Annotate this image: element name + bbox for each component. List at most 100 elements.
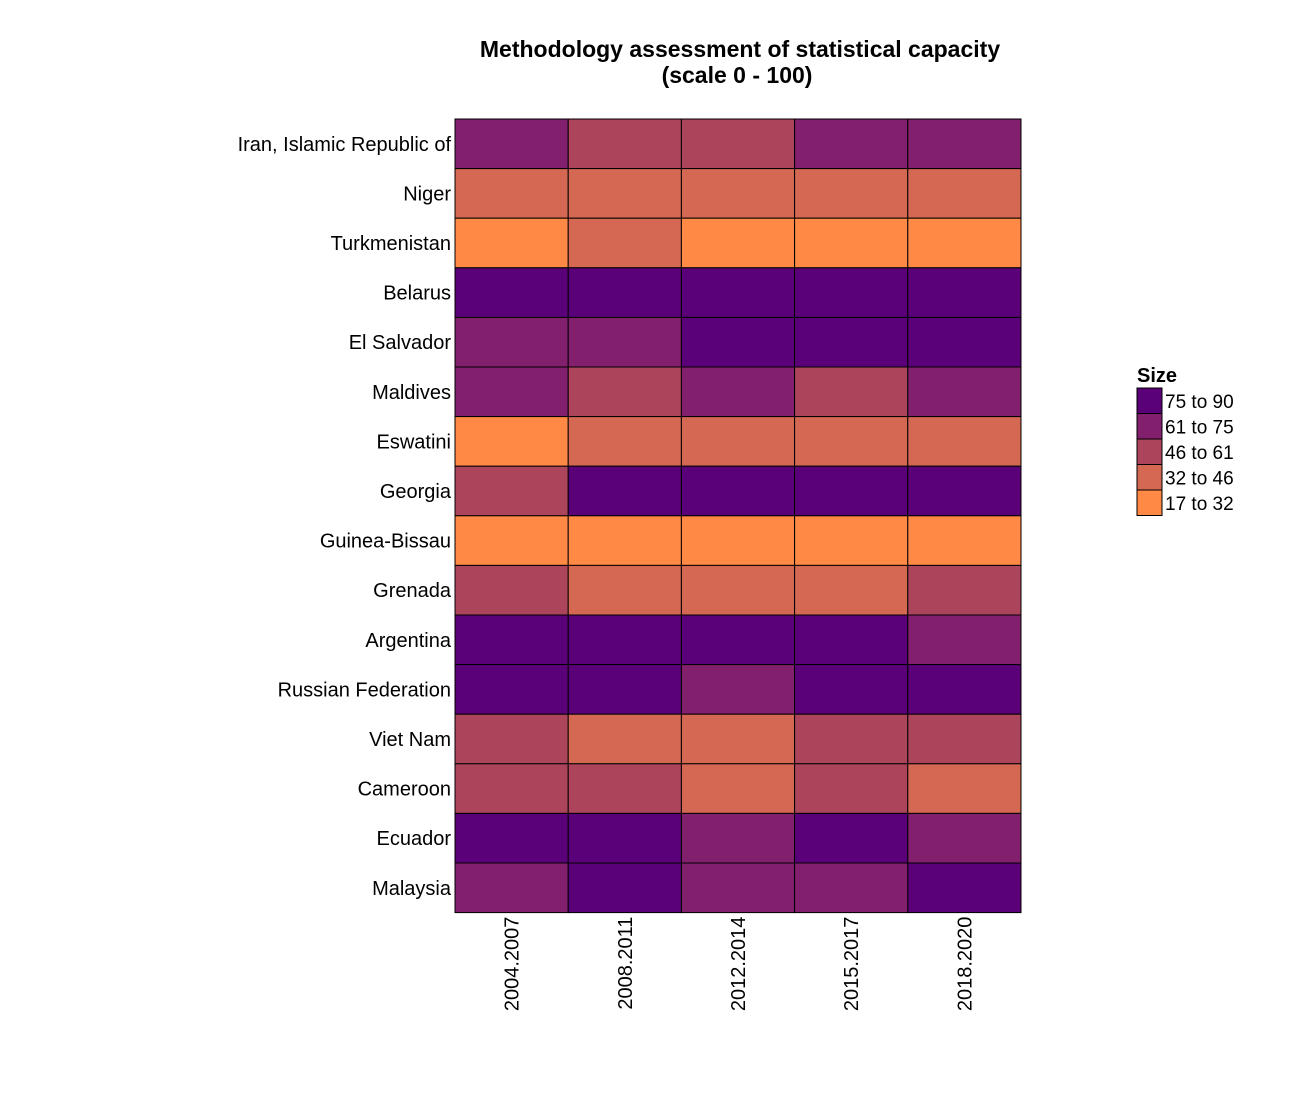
y-tick-label: Eswatini [377,431,451,453]
heatmap-cell-niger-2008-2011 [567,168,682,219]
y-tick-label: Niger [403,183,451,205]
y-tick-label: Turkmenistan [331,233,451,255]
heatmap-cell-guinea-bissau-2008-2011 [567,515,682,566]
heatmap-cell-malaysia-2018-2020 [907,862,1022,914]
heatmap-cell-niger-2015-2017 [794,168,909,219]
heatmap-cell-belarus-2008-2011 [567,267,682,318]
heatmap-cell-turkmenistan-2012-2014 [680,217,796,269]
heatmap-cell-guinea-bissau-2015-2017 [794,515,909,566]
y-tick-label: Guinea-Bissau [320,531,451,553]
heatmap-cell-grenada-2015-2017 [794,564,909,616]
y-tick-label: Belarus [383,283,451,305]
heatmap-cell-turkmenistan-2004-2007 [454,217,569,269]
heatmap-cell-georgia-2018-2020 [907,465,1022,517]
heatmap-cells [454,118,1022,914]
heatmap-cell-malaysia-2004-2007 [454,862,569,914]
heatmap-cell-ecuador-2004-2007 [454,812,569,864]
chart-title: Methodology assessment of statistical ca… [480,36,1000,62]
heatmap-cell-maldives-2015-2017 [794,366,909,418]
heatmap-cell-eswatini-2012-2014 [680,416,796,467]
heatmap-cell-russian-federation-2018-2020 [907,664,1022,715]
heatmap-cell-ecuador-2008-2011 [567,812,682,864]
heatmap-cell-viet-nam-2012-2014 [680,713,796,765]
heatmap-cell-belarus-2015-2017 [794,267,909,318]
y-tick-label: Viet Nam [369,729,451,751]
heatmap-cell-el-salvador-2018-2020 [907,316,1022,368]
heatmap-cell-grenada-2018-2020 [907,564,1022,616]
legend-title: Size [1137,365,1177,387]
y-tick-label: Ecuador [377,828,452,850]
heatmap-cell-ecuador-2012-2014 [680,812,796,864]
heatmap-cell-ecuador-2018-2020 [907,812,1022,864]
heatmap-cell-viet-nam-2004-2007 [454,713,569,765]
y-tick-label: Argentina [365,630,451,652]
heatmap-cell-el-salvador-2008-2011 [567,316,682,368]
x-tick-label: 2018.2020 [954,917,976,1012]
y-tick-label: Iran, Islamic Republic of [238,134,452,156]
heatmap-cell-turkmenistan-2018-2020 [907,217,1022,269]
y-tick-label: Grenada [373,580,452,602]
heatmap-cell-cameroon-2012-2014 [680,763,796,814]
x-tick-label: 2004.2007 [502,917,524,1012]
y-tick-label: Cameroon [358,779,451,801]
legend-label: 46 to 61 [1165,443,1234,464]
heatmap-cell-maldives-2008-2011 [567,366,682,418]
heatmap-cell-grenada-2012-2014 [680,564,796,616]
y-tick-label: Malaysia [372,878,452,900]
heatmap-cell-argentina-2008-2011 [567,614,682,666]
legend-label: 75 to 90 [1165,392,1234,413]
heatmap-cell-iran-islamic-republic-of-2018-2020 [907,118,1022,170]
heatmap-cell-argentina-2015-2017 [794,614,909,666]
heatmap-cell-georgia-2004-2007 [454,465,569,517]
heatmap-cell-viet-nam-2015-2017 [794,713,909,765]
y-tick-label: Maldives [372,382,451,404]
heatmap-cell-argentina-2012-2014 [680,614,796,666]
heatmap-cell-cameroon-2018-2020 [907,763,1022,814]
heatmap-cell-el-salvador-2015-2017 [794,316,909,368]
legend-swatch-46-to-61 [1136,438,1163,465]
y-tick-label: Georgia [380,481,452,503]
heatmap-cell-russian-federation-2012-2014 [680,664,796,715]
y-tick-label: Russian Federation [278,679,451,701]
heatmap-cell-el-salvador-2012-2014 [680,316,796,368]
heatmap-cell-iran-islamic-republic-of-2004-2007 [454,118,569,170]
heatmap-cell-guinea-bissau-2018-2020 [907,515,1022,566]
y-axis-labels: Iran, Islamic Republic of Niger Turkmenist… [238,134,452,900]
heatmap-cell-niger-2012-2014 [680,168,796,219]
x-tick-label: 2008.2011 [615,917,637,1010]
legend-swatch-17-to-32 [1136,489,1163,516]
heatmap-cell-viet-nam-2018-2020 [907,713,1022,765]
heatmap-cell-belarus-2012-2014 [680,267,796,318]
heatmap-cell-eswatini-2018-2020 [907,416,1022,467]
heatmap-cell-niger-2004-2007 [454,168,569,219]
heatmap-cell-eswatini-2004-2007 [454,416,569,467]
heatmap-cell-viet-nam-2008-2011 [567,713,682,765]
heatmap-cell-guinea-bissau-2012-2014 [680,515,796,566]
heatmap-cell-grenada-2004-2007 [454,564,569,616]
heatmap-cell-malaysia-2015-2017 [794,862,909,914]
heatmap-cell-eswatini-2008-2011 [567,416,682,467]
heatmap-cell-belarus-2018-2020 [907,267,1022,318]
heatmap-cell-iran-islamic-republic-of-2008-2011 [567,118,682,170]
x-axis-labels: 2004.2007 2008.2011 2012.2014 2015.2017 2018… [502,917,977,1012]
legend-swatch-61-to-75 [1136,413,1163,440]
y-tick-label: El Salvador [349,332,452,354]
x-tick-label: 2012.2014 [728,917,750,1012]
heatmap-cell-cameroon-2008-2011 [567,763,682,814]
heatmap-cell-cameroon-2004-2007 [454,763,569,814]
heatmap-cell-el-salvador-2004-2007 [454,316,569,368]
legend-swatch-32-to-46 [1136,464,1163,491]
x-tick-label: 2015.2017 [841,917,863,1012]
heatmap-cell-iran-islamic-republic-of-2015-2017 [794,118,909,170]
heatmap-cell-argentina-2018-2020 [907,614,1022,666]
heatmap-cell-georgia-2012-2014 [680,465,796,517]
heatmap-cell-russian-federation-2015-2017 [794,664,909,715]
heatmap-cell-maldives-2004-2007 [454,366,569,418]
heatmap-cell-russian-federation-2004-2007 [454,664,569,715]
heatmap-cell-grenada-2008-2011 [567,564,682,616]
heatmap-cell-turkmenistan-2008-2011 [567,217,682,269]
heatmap-cell-iran-islamic-republic-of-2012-2014 [680,118,796,170]
heatmap-cell-argentina-2004-2007 [454,614,569,666]
heatmap-cell-georgia-2008-2011 [567,465,682,517]
heatmap-cell-georgia-2015-2017 [794,465,909,517]
